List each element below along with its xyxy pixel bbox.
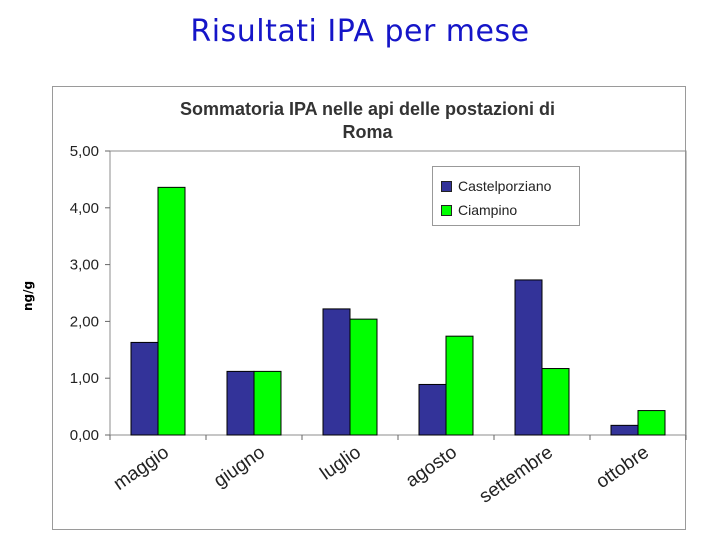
x-tick-label: agosto bbox=[402, 442, 461, 492]
y-tick-label: 1,00 bbox=[70, 370, 99, 387]
legend-item-castelporziano: Castelporziano bbox=[441, 176, 551, 196]
chart-title-line-2: Roma bbox=[342, 122, 393, 142]
bar-ciampino-maggio bbox=[157, 186, 186, 436]
slide-title: Risultati IPA per mese bbox=[190, 14, 530, 49]
bar-ciampino-agosto bbox=[445, 335, 474, 436]
bar-castelporziano-agosto bbox=[418, 383, 447, 436]
bar-castelporziano-ottobre bbox=[610, 424, 639, 436]
x-tick-label: settembre bbox=[476, 442, 557, 508]
y-tick-label: 5,00 bbox=[70, 143, 99, 160]
x-tick-label: maggio bbox=[110, 442, 173, 495]
legend-label-castelporziano: Castelporziano bbox=[458, 178, 552, 194]
chart-title-line-1: Sommatoria IPA nelle api delle postazion… bbox=[179, 99, 556, 119]
legend-item-ciampino: Ciampino bbox=[441, 200, 517, 220]
bar-castelporziano-giugno bbox=[226, 370, 255, 436]
x-tick-label: luglio bbox=[316, 442, 364, 485]
chart-legend: Castelporziano Ciampino bbox=[432, 166, 580, 226]
legend-swatch-castelporziano bbox=[441, 180, 452, 192]
bar-ciampino-luglio bbox=[349, 318, 378, 436]
legend-label-ciampino: Ciampino bbox=[458, 202, 518, 218]
x-tick-label: giugno bbox=[210, 442, 269, 492]
chart-title: Sommatoria IPA nelle api delle postazion… bbox=[100, 98, 635, 144]
y-tick-label: 2,00 bbox=[70, 313, 99, 330]
bar-castelporziano-settembre bbox=[514, 279, 543, 436]
y-tick-label: 3,00 bbox=[70, 257, 99, 274]
y-tick-label: 0,00 bbox=[70, 427, 99, 444]
bar-ciampino-giugno bbox=[253, 370, 282, 436]
bar-ciampino-settembre bbox=[541, 368, 570, 436]
y-tick-label: 4,00 bbox=[70, 200, 99, 217]
x-tick-label: ottobre bbox=[592, 442, 653, 493]
bar-ciampino-ottobre bbox=[637, 410, 666, 436]
bar-castelporziano-maggio bbox=[130, 341, 159, 436]
legend-swatch-ciampino bbox=[441, 204, 452, 216]
plot-area bbox=[109, 150, 687, 436]
bar-castelporziano-luglio bbox=[322, 308, 351, 436]
